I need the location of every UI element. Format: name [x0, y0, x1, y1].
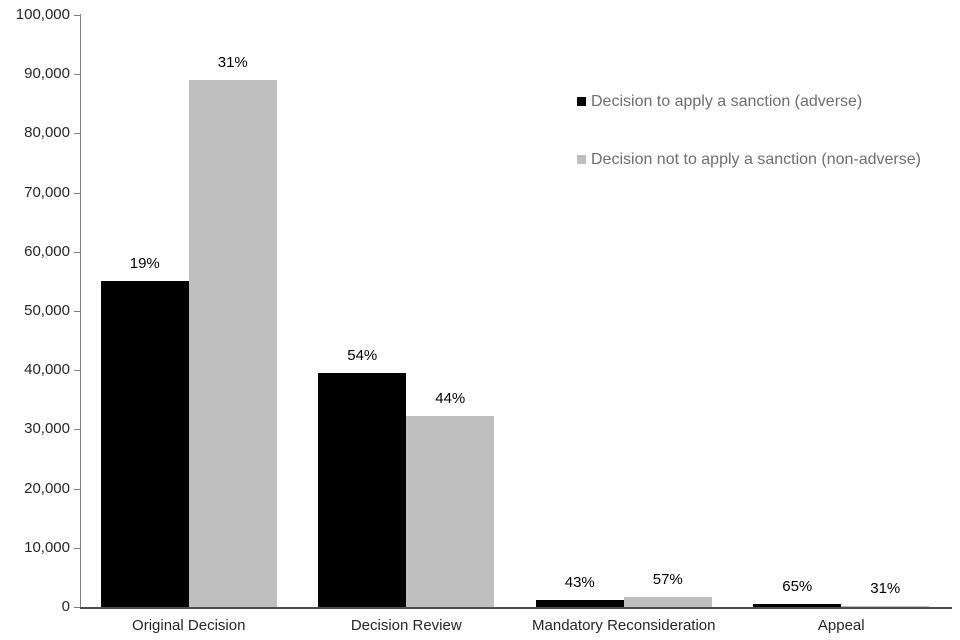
- y-tick-mark: [74, 15, 80, 16]
- y-tick-label: 30,000: [24, 420, 70, 438]
- bar: [841, 605, 930, 607]
- bar-value-label: 19%: [129, 255, 160, 273]
- bar-value-label: 44%: [435, 390, 466, 408]
- bar: [535, 599, 624, 607]
- legend-item-non-adverse: Decision not to apply a sanction (non-ad…: [577, 150, 921, 169]
- bar: [753, 604, 842, 607]
- bar-value-label: 57%: [652, 571, 683, 589]
- y-tick-mark: [74, 311, 80, 312]
- y-tick-mark: [74, 251, 80, 253]
- x-category-label: Decision Review: [350, 617, 462, 634]
- x-axis-line: [80, 607, 952, 609]
- bar-value-label: 54%: [347, 347, 378, 365]
- y-tick-label: 50,000: [24, 302, 70, 319]
- bar-value-label: 65%: [782, 578, 813, 596]
- x-category-label: Original Decision: [132, 617, 246, 634]
- bar-value-label: 31%: [217, 54, 248, 72]
- bar-value-label: 31%: [870, 579, 901, 597]
- y-tick-label: 90,000: [24, 65, 70, 83]
- y-tick-mark: [74, 74, 80, 76]
- y-tick-mark: [74, 607, 80, 608]
- y-tick-mark: [74, 133, 80, 135]
- y-tick-mark: [74, 429, 80, 431]
- bar-value-label: 43%: [564, 573, 595, 591]
- legend-label-non-adverse: Decision not to apply a sanction (non-ad…: [591, 151, 921, 168]
- bar: [623, 597, 712, 607]
- y-tick-mark: [74, 370, 80, 372]
- y-tick-mark: [74, 192, 80, 194]
- legend-marker-non-adverse-icon: [577, 155, 586, 164]
- y-tick-label: 100,000: [15, 6, 70, 23]
- bar: [100, 281, 189, 607]
- bar: [406, 416, 495, 607]
- y-tick-label: 40,000: [24, 361, 70, 379]
- y-tick-mark: [74, 547, 80, 549]
- y-tick-label: 70,000: [24, 183, 70, 201]
- y-tick-label: 20,000: [24, 479, 70, 497]
- legend-marker-adverse-icon: [577, 97, 586, 106]
- y-tick-label: 80,000: [24, 124, 70, 142]
- y-tick-label: 60,000: [24, 242, 70, 260]
- y-axis-line: [80, 14, 81, 608]
- legend-label-adverse: Decision to apply a sanction (adverse): [591, 93, 863, 110]
- x-category-label: Mandatory Reconsideration: [532, 617, 716, 634]
- y-tick-label: 0: [61, 598, 70, 615]
- legend-item-adverse: Decision to apply a sanction (adverse): [577, 92, 862, 111]
- y-tick-label: 10,000: [24, 538, 70, 556]
- y-tick-mark: [74, 488, 80, 490]
- bar: [188, 80, 277, 607]
- x-category-label: Appeal: [817, 617, 865, 634]
- bar: [318, 373, 407, 607]
